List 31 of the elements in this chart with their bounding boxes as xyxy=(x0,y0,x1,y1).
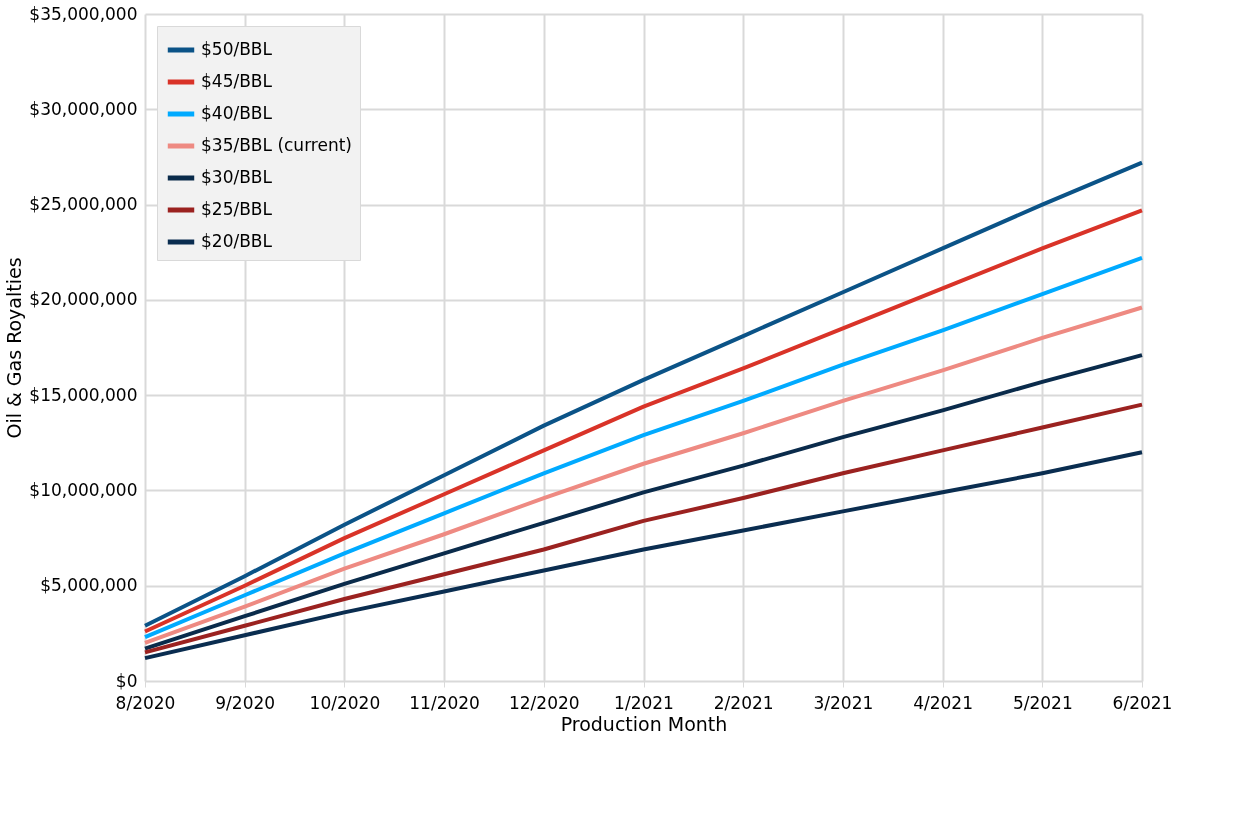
x-tick-label: 6/2021 xyxy=(1112,692,1173,713)
x-axis-title: Production Month xyxy=(560,712,728,735)
legend-label: $30/BBL xyxy=(201,167,273,187)
x-tick-label: 9/2020 xyxy=(215,692,276,713)
x-tick-label: 12/2020 xyxy=(508,692,580,713)
legend-label: $20/BBL xyxy=(201,231,273,251)
line-series xyxy=(143,450,1144,661)
y-tick-label: $5,000,000 xyxy=(40,575,138,596)
line-series xyxy=(143,402,1144,655)
legend-label: $35/BBL (current) xyxy=(201,135,352,155)
x-tick-label: 11/2020 xyxy=(409,692,480,713)
x-tick-label: 8/2020 xyxy=(115,692,176,713)
legend-label: $50/BBL xyxy=(201,39,273,59)
y-tick-label: $0 xyxy=(115,670,138,691)
x-tick-label: 5/2021 xyxy=(1012,692,1073,713)
y-tick-label: $10,000,000 xyxy=(29,479,138,500)
legend-label: $25/BBL xyxy=(201,199,273,219)
x-tick-label: 1/2021 xyxy=(614,692,674,713)
x-tick-label: 3/2021 xyxy=(813,692,874,713)
x-tick-label: 10/2020 xyxy=(309,692,381,713)
y-tick-label: $15,000,000 xyxy=(29,384,138,405)
y-tick-label: $30,000,000 xyxy=(29,98,138,119)
legend-label: $45/BBL xyxy=(201,71,273,91)
x-tick-label: 4/2021 xyxy=(913,692,974,713)
legend-label: $40/BBL xyxy=(201,103,273,123)
line-series xyxy=(143,353,1144,651)
y-axis-title: Oil & Gas Royalties xyxy=(3,257,26,439)
x-tick-label: 2/2021 xyxy=(713,692,774,713)
y-tick-label: $35,000,000 xyxy=(29,3,138,24)
y-tick-label: $20,000,000 xyxy=(29,289,138,310)
y-tick-label: $25,000,000 xyxy=(29,194,138,215)
